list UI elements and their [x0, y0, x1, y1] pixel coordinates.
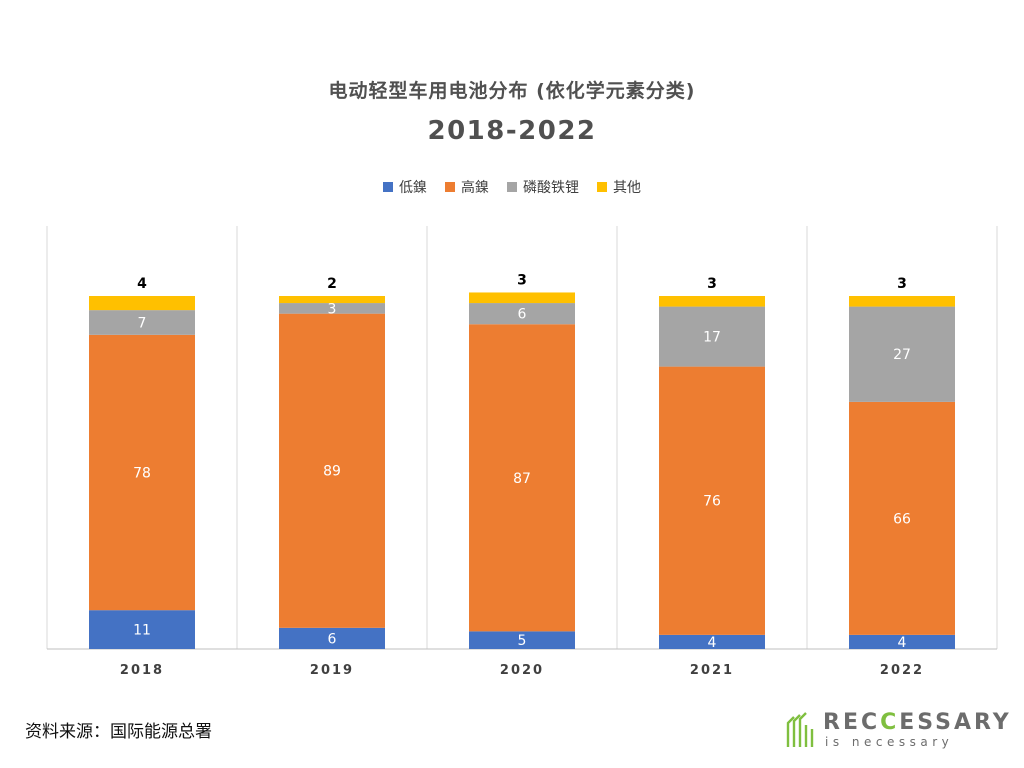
x-tick-label: 2022 [880, 663, 924, 678]
data-label: 27 [893, 347, 911, 363]
data-label: 4 [898, 635, 907, 651]
brand-tagline: is necessary [825, 735, 954, 749]
legend-swatch [507, 182, 517, 192]
bar-segment [279, 313, 385, 628]
legend-label: 低鎳 [399, 180, 427, 196]
brand-name-accent: C [880, 710, 900, 735]
bar-segment [469, 631, 575, 649]
chart-subtitle: 2018-2022 [427, 116, 597, 146]
data-label: 6 [328, 631, 337, 647]
bar-segment [89, 296, 195, 311]
data-label: 5 [518, 633, 527, 649]
bar-segment [659, 366, 765, 635]
data-label: 3 [328, 301, 337, 317]
x-tick-label: 2018 [120, 663, 164, 678]
bar-segment [849, 296, 955, 307]
x-tick-label: 2020 [500, 663, 544, 678]
bar-segment [849, 401, 955, 635]
bar-segment [279, 296, 385, 304]
legend-label: 高鎳 [461, 180, 489, 196]
data-label: 2 [327, 276, 337, 292]
bar-segment [279, 303, 385, 314]
legend-label: 其他 [613, 180, 641, 196]
x-tick-label: 2021 [690, 663, 734, 678]
bar-segment [659, 296, 765, 307]
data-label: 6 [518, 307, 527, 323]
brand-name-prefix: REC [823, 710, 881, 735]
legend-item-other: 其他 [597, 177, 641, 197]
bar-segment [469, 303, 575, 325]
bar-segment [89, 334, 195, 611]
legend-label: 磷酸铁锂 [523, 180, 579, 196]
brand-mark-icon [786, 712, 814, 747]
source-note: 资料来源：国际能源总署 [25, 722, 212, 742]
bar-segment [89, 610, 195, 649]
brand-name-suffix: ESSARY [899, 710, 1012, 735]
bar-segment [849, 634, 955, 649]
brand-logo: RECCESSARY is necessary [785, 708, 1015, 754]
legend-item-high-nickel: 高鎳 [445, 177, 489, 197]
data-label: 17 [703, 330, 721, 346]
data-label: 3 [707, 276, 717, 292]
data-label: 78 [133, 466, 151, 482]
legend-swatch [597, 182, 607, 192]
data-label: 76 [703, 494, 721, 510]
legend: 低鎳 高鎳 磷酸铁锂 其他 [0, 177, 1024, 197]
stacked-bar-chart: 11 78 7 4 2018 6 89 3 2 2019 5 87 6 3 2020 4 76 17 3 2021 4 6… [46, 226, 998, 678]
bar-segment [659, 306, 765, 367]
data-label: 89 [323, 464, 341, 480]
legend-swatch [445, 182, 455, 192]
legend-swatch [383, 182, 393, 192]
bar-segment [659, 634, 765, 649]
data-label: 87 [513, 471, 531, 487]
data-label: 4 [137, 276, 147, 292]
chart-title: 电动轻型车用电池分布 (依化学元素分类) [328, 80, 696, 102]
data-label: 4 [708, 635, 717, 651]
data-label: 3 [517, 272, 527, 288]
bar-segment [279, 627, 385, 649]
data-label: 66 [893, 511, 911, 527]
legend-item-low-nickel: 低鎳 [383, 177, 427, 197]
x-tick-label: 2019 [310, 663, 354, 678]
data-label: 11 [133, 623, 151, 639]
data-label: 3 [897, 276, 907, 292]
bar-segment [469, 324, 575, 632]
bar-segment [469, 292, 575, 304]
bar-segment [89, 310, 195, 335]
bar-segment [849, 306, 955, 402]
data-label: 7 [138, 315, 147, 331]
brand-wordmark: RECCESSARY [823, 710, 1012, 735]
legend-item-lfp: 磷酸铁锂 [507, 177, 579, 197]
